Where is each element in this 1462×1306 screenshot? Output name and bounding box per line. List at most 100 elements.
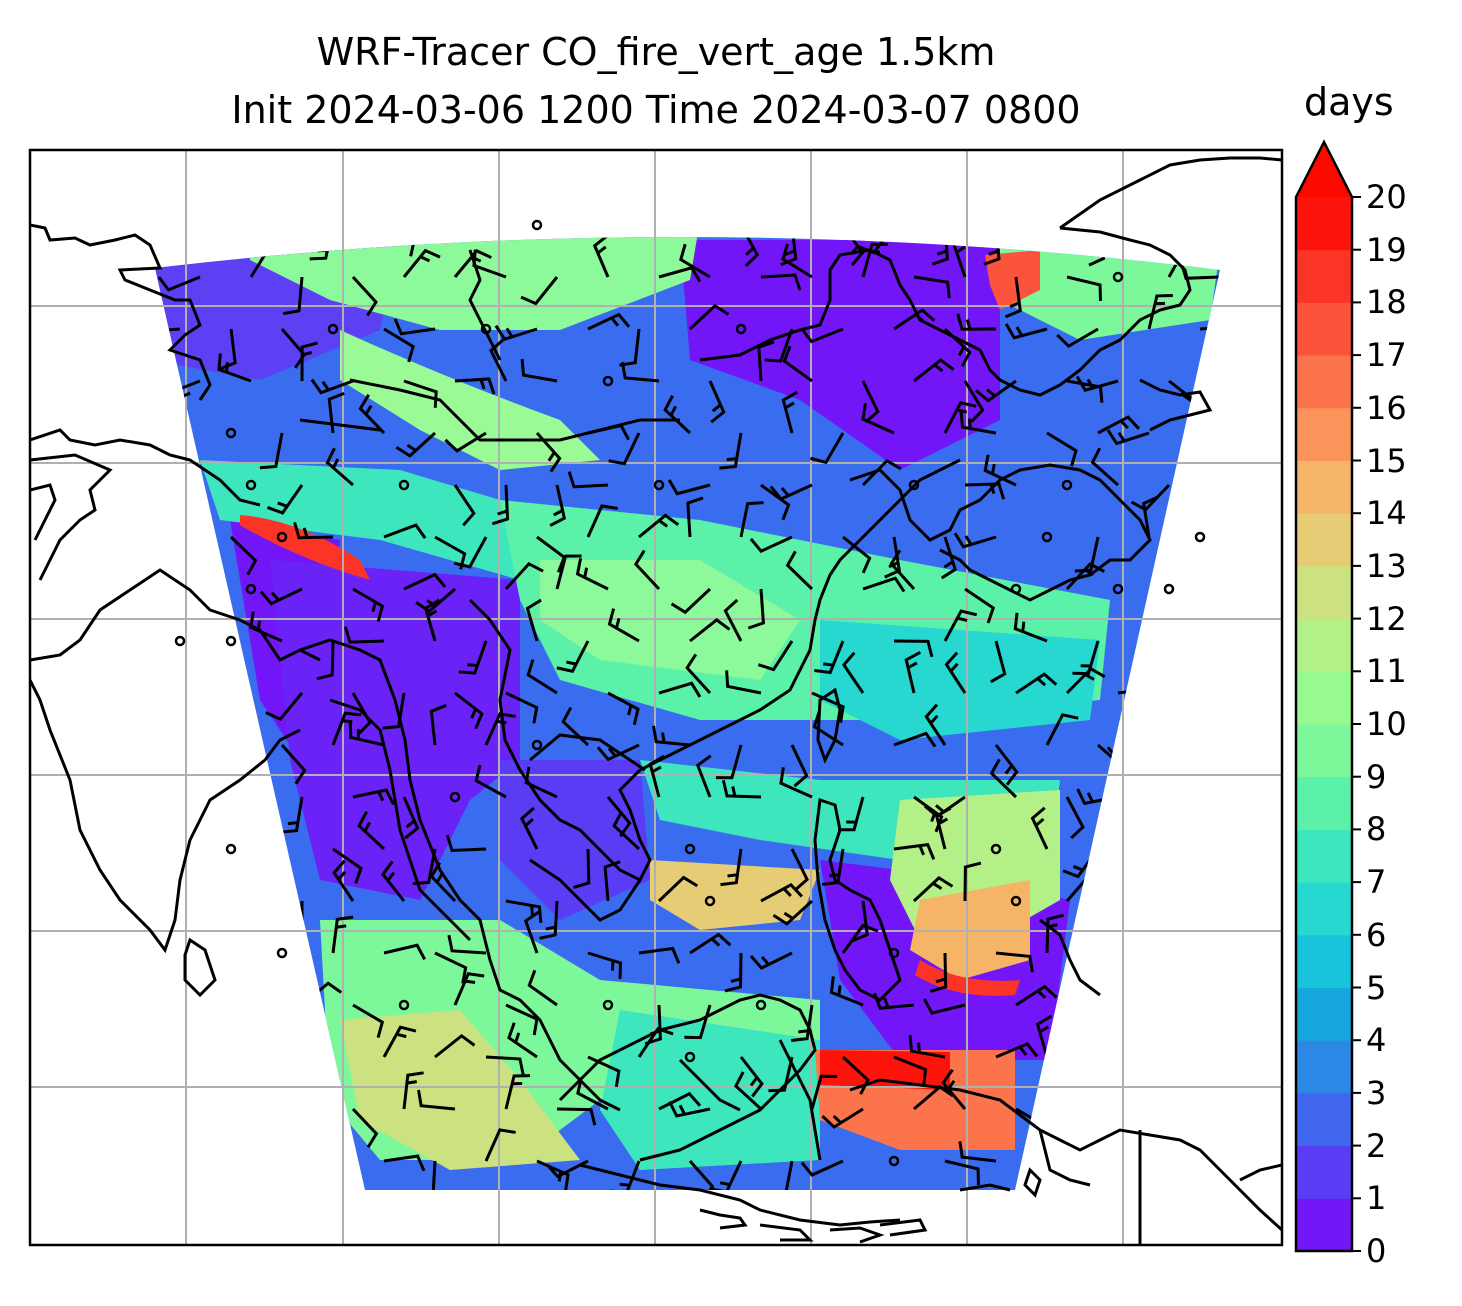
colorbar-bin xyxy=(1296,1040,1352,1094)
calm-wind-circle xyxy=(1112,271,1124,283)
wind-barb xyxy=(402,248,441,278)
wind-barb xyxy=(995,1042,1039,1059)
wind-barb xyxy=(989,758,1018,799)
colorbar-tick-label: 12 xyxy=(1366,599,1407,638)
wind-barb xyxy=(893,842,936,860)
wind-barb xyxy=(332,859,355,902)
wind-barb xyxy=(545,1159,589,1179)
wind-barb xyxy=(1066,275,1102,301)
wind-barb xyxy=(383,523,427,540)
wind-barb xyxy=(351,1107,379,1149)
wind-barb xyxy=(924,703,947,746)
wind-barb xyxy=(351,692,372,735)
wind-barb xyxy=(963,861,982,902)
calm-wind-circle xyxy=(398,479,410,491)
wind-barb xyxy=(504,561,544,591)
calm-wind-circle xyxy=(602,999,614,1011)
wind-barb xyxy=(821,1107,864,1129)
wind-barb xyxy=(974,379,1017,403)
wind-barb xyxy=(331,915,354,954)
wind-barb xyxy=(959,411,997,435)
colorbar-unit-label: days xyxy=(1304,80,1394,124)
wind-barb xyxy=(472,249,507,279)
wind-barb xyxy=(332,847,363,884)
wind-barb xyxy=(638,946,681,964)
wind-barb xyxy=(689,618,731,643)
wind-barb xyxy=(994,744,1019,786)
wind-barb xyxy=(861,458,902,487)
wind-barb xyxy=(489,338,508,382)
wind-barb xyxy=(505,691,539,724)
wind-barb xyxy=(293,521,334,540)
colorbar-tick-label: 18 xyxy=(1366,283,1407,322)
wind-barb xyxy=(249,611,283,643)
wind-barb xyxy=(739,1056,764,1098)
colorbar-tick-label: 10 xyxy=(1366,705,1407,743)
wind-barb xyxy=(861,242,889,278)
wind-barb xyxy=(505,899,543,923)
wind-barb xyxy=(943,609,978,642)
wind-barb xyxy=(760,882,803,903)
wind-barb xyxy=(781,243,813,279)
wind-barb xyxy=(267,484,304,515)
colorbar-tick-label: 9 xyxy=(1366,757,1387,796)
wind-barb xyxy=(454,691,484,730)
wind-barb xyxy=(941,1068,967,1110)
wind-barb xyxy=(958,1141,997,1163)
wind-barb xyxy=(749,535,793,554)
wind-barb xyxy=(561,706,590,747)
wind-barb xyxy=(393,318,436,336)
wind-barb xyxy=(412,848,437,886)
colorbar-tick-label: 20 xyxy=(1366,178,1407,216)
wind-barb xyxy=(1088,236,1106,267)
colorbar-bin xyxy=(1296,460,1352,514)
wind-barb xyxy=(829,976,864,1007)
wind-barb xyxy=(575,557,609,591)
wind-barb xyxy=(944,1159,980,1185)
wind-barb xyxy=(229,535,258,576)
wind-barb xyxy=(265,692,304,722)
wind-barb xyxy=(1090,447,1119,487)
wind-barb xyxy=(657,875,699,903)
colorbar-bin xyxy=(1296,671,1352,725)
wind-barb xyxy=(1045,913,1064,954)
calm-wind-circle xyxy=(245,583,257,595)
wind-barb xyxy=(685,653,712,695)
wind-barb xyxy=(445,834,487,853)
wind-barb xyxy=(983,236,1001,266)
wind-barb xyxy=(587,951,623,979)
wind-barb xyxy=(415,587,456,614)
wind-barb xyxy=(1056,327,1099,349)
wind-barb xyxy=(402,1071,424,1110)
wind-barb xyxy=(567,471,609,489)
colorbar-tick-label: 14 xyxy=(1366,494,1407,533)
wind-barb xyxy=(893,731,937,748)
wind-barb xyxy=(1072,640,1100,676)
calm-wind-circle xyxy=(245,479,257,491)
wind-barb xyxy=(453,484,476,527)
calm-wind-circle xyxy=(531,219,543,231)
wind-barb xyxy=(889,549,916,591)
calm-wind-circle xyxy=(480,323,492,335)
wind-barb xyxy=(963,380,985,423)
wind-barb xyxy=(444,431,487,453)
wind-barb xyxy=(259,432,284,470)
wind-barb xyxy=(768,1056,794,1093)
wind-barb xyxy=(1035,1014,1053,1058)
wind-barb xyxy=(861,380,880,424)
wind-barb xyxy=(382,692,406,730)
calm-wind-circle xyxy=(653,479,665,491)
wind-barb xyxy=(310,378,354,395)
wind-barb xyxy=(1141,495,1159,538)
wind-barb xyxy=(1065,796,1085,840)
colorbar-bin xyxy=(1296,1092,1352,1147)
wind-barb xyxy=(504,1074,531,1110)
wind-barb xyxy=(638,513,680,539)
calm-wind-circle xyxy=(1041,531,1053,543)
calm-wind-circle xyxy=(225,635,237,647)
map-gridlines xyxy=(30,150,1282,1245)
colorbar-bin xyxy=(1296,1198,1352,1252)
wind-barb xyxy=(447,934,487,955)
wind-barb xyxy=(688,304,730,331)
wind-barb xyxy=(943,401,977,434)
